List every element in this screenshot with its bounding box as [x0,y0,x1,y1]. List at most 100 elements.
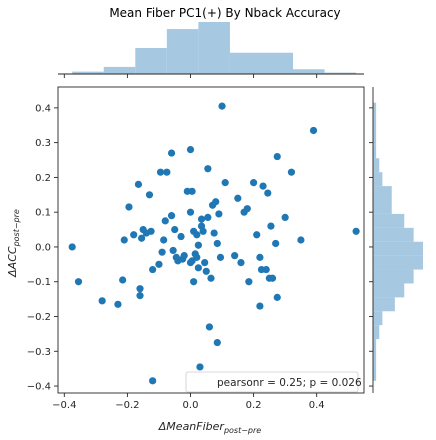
scatter-point [194,241,202,249]
x-tick-label: −0.4 [52,400,76,411]
scatter-points [68,102,360,385]
x-hist-bar [166,29,199,74]
x-hist-bar [135,48,167,74]
y-tick-label: −0.1 [27,277,51,288]
scatter-point [194,264,202,272]
scatter-point [253,231,261,239]
y-tick-label: 0.3 [35,138,51,149]
scatter-point [204,165,212,173]
scatter-point [137,234,146,242]
y-hist-bar [373,213,405,228]
scatter-point [204,213,212,221]
scatter-point [177,232,185,241]
scatter-point [149,265,157,274]
scatter-point [352,227,360,235]
y-hist-bar [373,241,423,256]
scatter-point [297,236,305,244]
y-hist-bar [373,339,377,354]
scatter-point [188,187,196,195]
scatter-point [74,278,83,286]
scatter-point [68,243,76,251]
scatter-point [180,252,188,260]
scatter-point [281,213,289,221]
y-hist-bar [373,144,377,159]
scatter-point [215,210,223,218]
x-tick-label: 0.2 [246,400,262,411]
y-tick-label: −0.4 [27,382,51,393]
y-hist-bar [373,130,377,145]
y-tick-label: 0.1 [35,208,51,219]
chart-title: Mean Fiber PC1(+) By Nback Accuracy [109,6,340,20]
top-marginal-histogram [58,22,364,78]
scatter-point [273,152,281,161]
scatter-point [167,149,176,157]
y-hist-bar [373,227,414,242]
scatter-point [243,205,251,213]
scatter-point [167,212,176,220]
y-hist-bar [373,172,383,187]
y-tick-label: 0.2 [35,173,51,184]
y-hist-bar [373,116,377,131]
scatter-point [136,292,144,300]
y-hist-bar [373,366,377,381]
y-hist-bar [373,283,405,298]
scatter-point [197,215,206,223]
y-hist-bar [373,297,395,312]
scatter-point [158,248,166,256]
scatter-point [130,231,138,239]
y-hist-bar [373,269,414,284]
scatter-point [155,260,163,268]
x-axis-label: ΔMeanFiberpost−pre [158,420,262,435]
scatter-point [202,267,210,275]
scatter-point [186,208,195,216]
scatter-point [234,194,242,202]
scatter-point [216,253,225,261]
scatter-point [268,274,277,282]
scatter-point [213,239,221,248]
right-marginal-histogram [369,87,423,393]
scatter-point [193,253,201,261]
y-hist-bar [373,200,392,214]
y-axis-label-main: ΔACC [6,246,19,278]
x-hist-bar [293,69,325,74]
scatter-point [171,225,179,234]
y-tick-label: 0.0 [35,242,51,253]
x-tick-label: −0.2 [115,400,139,411]
scatter-point [272,239,280,248]
scatter-point [119,276,127,284]
scatter-point [231,252,239,260]
x-axis-ticks: −0.4 −0.2 0.0 0.2 0.4 [52,393,325,411]
x-axis-label-main: ΔMeanFiber [158,420,226,433]
legend-text: pearsonr = 0.25; p = 0.026 [217,377,362,389]
y-hist-bar [373,102,377,117]
scatter-point [149,377,157,385]
scatter-point [169,246,177,255]
scatter-point [120,236,128,244]
x-hist-bar [229,52,262,74]
main-plot-area: −0.4 −0.2 0.0 0.2 0.4 −0.4 −0.3 −0.2 −0.1 0.0 0.1… [27,86,365,411]
legend: pearsonr = 0.25; p = 0.026 [185,371,362,393]
scatter-point [237,259,245,267]
scatter-point [256,302,264,310]
scatter-point [205,323,214,331]
scatter-point [114,300,122,308]
scatter-point [134,180,143,188]
scatter-point [193,231,201,239]
y-hist-bar [373,353,377,367]
y-tick-label: −0.2 [27,312,51,323]
plot-frame [57,86,365,394]
scatter-point [156,168,165,176]
scatter-point [190,278,198,286]
scatter-point [259,182,267,190]
scatter-point [186,145,195,154]
y-hist-bar [373,325,380,340]
scatter-point [210,229,218,237]
x-hist-bar [324,72,357,74]
scatter-point [218,102,226,110]
scatter-point [262,265,270,274]
y-tick-label: 0.4 [35,103,51,114]
scatter-point [136,285,144,293]
scatter-point [287,168,296,176]
x-hist-bar [72,71,104,74]
